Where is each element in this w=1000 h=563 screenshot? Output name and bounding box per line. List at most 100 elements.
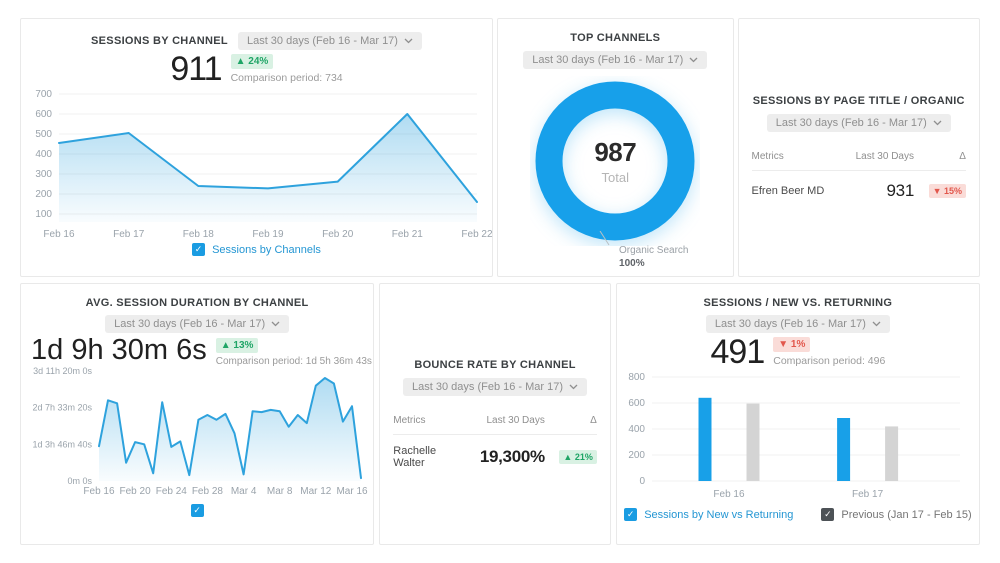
donut-total-value: 987: [594, 137, 637, 167]
checkbox-checked-icon[interactable]: [624, 508, 638, 522]
kpi-delta-block: ▲ 24% Comparison period: 734: [230, 51, 343, 88]
panel-content: SESSIONS BY PAGE TITLE / ORGANIC Last 30…: [739, 19, 979, 276]
checkbox-checked-icon[interactable]: [821, 508, 835, 522]
legend-label: Sessions by Channels: [212, 243, 321, 256]
header-metrics: Metrics: [751, 150, 784, 162]
table-header: Metrics Last 30 Days Δ: [393, 415, 597, 435]
comparison-period: Comparison period: 734: [230, 72, 343, 84]
comparison-period: Comparison period: 1d 5h 36m 43s: [215, 356, 372, 367]
svg-text:Feb 24: Feb 24: [156, 486, 188, 497]
date-range-selector[interactable]: Last 30 days (Feb 16 - Mar 17): [766, 113, 951, 132]
date-range-label: Last 30 days (Feb 16 - Mar 17): [246, 35, 398, 47]
svg-text:Mar 16: Mar 16: [337, 486, 369, 497]
header-last-30-days: Last 30 Days: [855, 150, 914, 162]
svg-text:700: 700: [35, 89, 52, 100]
chevron-down-icon: [872, 321, 881, 327]
header-last-30-days: Last 30 Days: [486, 415, 545, 426]
svg-text:Feb 17: Feb 17: [113, 229, 145, 240]
date-range-selector[interactable]: Last 30 days (Feb 16 - Mar 17): [705, 315, 890, 333]
svg-text:600: 600: [35, 109, 52, 120]
bottom-row: AVG. SESSION DURATION BY CHANNEL Last 30…: [20, 283, 980, 545]
svg-text:Feb 16: Feb 16: [43, 229, 75, 240]
donut-total-label: Total: [601, 170, 629, 185]
checkbox-checked-icon[interactable]: [190, 504, 204, 517]
svg-text:200: 200: [628, 450, 645, 461]
kpi-value: 1d 9h 30m 6s: [31, 334, 207, 366]
date-range-selector[interactable]: Last 30 days (Feb 16 - Mar 17): [523, 51, 708, 69]
donut-chart: 987 Total: [530, 76, 700, 246]
row-delta: ▲ 21%: [545, 450, 597, 464]
row-value: 19,300%: [479, 447, 545, 466]
svg-text:400: 400: [628, 424, 645, 435]
delta-badge: ▼ 15%: [928, 183, 966, 198]
chart-legend: [21, 504, 373, 517]
date-range-label: Last 30 days (Feb 16 - Mar 17): [412, 381, 564, 393]
svg-text:0: 0: [639, 476, 645, 487]
date-range-selector[interactable]: Last 30 days (Feb 16 - Mar 17): [105, 315, 290, 333]
panel-title: AVG. SESSION DURATION BY CHANNEL: [85, 297, 309, 309]
metrics-table: Metrics Last 30 Days Δ Efren Beer MD 931…: [751, 150, 966, 201]
legend-sessions-by-channels[interactable]: Sessions by Channels: [192, 243, 321, 257]
table-header: Metrics Last 30 Days Δ: [751, 150, 966, 171]
panel-top-channels: TOP CHANNELS Last 30 days (Feb 16 - Mar …: [497, 18, 734, 277]
slice-percentage: 100%: [619, 257, 645, 269]
svg-text:0m 0s: 0m 0s: [68, 476, 93, 486]
svg-text:Feb 21: Feb 21: [391, 229, 423, 240]
legend-previous-period[interactable]: Previous (Jan 17 - Feb 15): [821, 508, 972, 522]
chevron-down-icon: [569, 384, 578, 390]
panel-header: TOP CHANNELS Last 30 days (Feb 16 - Mar …: [498, 32, 733, 69]
date-range-label: Last 30 days (Feb 16 - Mar 17): [714, 318, 866, 330]
svg-text:Mar 12: Mar 12: [300, 486, 332, 497]
chart-legend: Sessions by New vs Returning Previous (J…: [617, 508, 979, 522]
panel-title: SESSIONS BY PAGE TITLE / ORGANIC: [752, 94, 965, 107]
checkbox-checked-icon[interactable]: [192, 243, 206, 257]
delta-badge: ▼ 1%: [773, 337, 811, 352]
panel-title: TOP CHANNELS: [570, 32, 661, 44]
panel-header: SESSIONS BY CHANNEL Last 30 days (Feb 16…: [21, 32, 492, 50]
donut-ring-svg: [535, 81, 695, 241]
kpi-value: 491: [710, 333, 766, 371]
svg-text:300: 300: [35, 169, 52, 180]
sessions-line-chart: 100 200 300 400 500 600 700 Feb 16 Feb 17 Feb 18 F…: [35, 89, 493, 240]
kpi-delta-block: ▲ 13% Comparison period: 1d 5h 36m 43s: [215, 335, 372, 367]
date-range-selector[interactable]: Last 30 days (Feb 16 - Mar 17): [237, 32, 422, 50]
chevron-down-icon: [404, 38, 413, 44]
svg-text:Feb 17: Feb 17: [852, 489, 884, 500]
delta-badge: ▲ 13%: [215, 338, 259, 353]
svg-text:Feb 18: Feb 18: [182, 229, 214, 240]
row-delta: ▼ 15%: [914, 183, 966, 198]
table-row: Efren Beer MD 931 ▼ 15%: [752, 171, 966, 201]
svg-text:Mar 8: Mar 8: [267, 486, 293, 497]
callout-leader-line: [599, 231, 610, 246]
legend-sessions-new-vs-returning[interactable]: Sessions by New vs Returning: [624, 508, 793, 522]
date-range-selector[interactable]: Last 30 days (Feb 16 - Mar 17): [403, 378, 588, 396]
svg-text:Feb 19: Feb 19: [252, 229, 284, 240]
svg-text:500: 500: [35, 129, 52, 140]
bar-chart: 0 200 400 600 800 Feb 16 Feb 17: [628, 372, 960, 500]
svg-text:Feb 22: Feb 22: [461, 229, 493, 240]
panel-title: SESSIONS / NEW VS. RETURNING: [703, 297, 893, 309]
svg-text:100: 100: [35, 209, 52, 220]
chevron-down-icon: [271, 321, 280, 327]
svg-text:800: 800: [628, 372, 645, 383]
duration-line-chart: 0m 0s 1d 3h 46m 40s 2d 7h 33m 20s 3d 11h 20…: [33, 366, 369, 497]
row-value: 931: [886, 180, 915, 200]
slice-label: Organic Search: [619, 245, 689, 256]
panel-title: SESSIONS BY CHANNEL: [91, 35, 228, 47]
svg-text:200: 200: [35, 189, 52, 200]
legend-label: Previous (Jan 17 - Feb 15): [841, 508, 972, 521]
date-range-label: Last 30 days (Feb 16 - Mar 17): [114, 318, 266, 330]
svg-text:Feb 20: Feb 20: [120, 486, 152, 497]
kpi-row: 491 ▼ 1% Comparison period: 496: [617, 333, 979, 371]
legend-duration-series[interactable]: [190, 504, 204, 517]
chart-legend: Sessions by Channels: [21, 243, 492, 257]
panel-title: BOUNCE RATE BY CHANNEL: [414, 359, 576, 371]
delta-badge: ▲ 21%: [559, 450, 597, 464]
comparison-period: Comparison period: 496: [773, 355, 886, 367]
panel-content: BOUNCE RATE BY CHANNEL Last 30 days (Feb…: [380, 284, 610, 544]
panel-header: SESSIONS BY PAGE TITLE / ORGANIC Last 30…: [752, 95, 966, 132]
panel-new-vs-returning: SESSIONS / NEW VS. RETURNING Last 30 day…: [615, 283, 980, 545]
panel-bounce-rate: BOUNCE RATE BY CHANNEL Last 30 days (Feb…: [379, 283, 611, 545]
date-range-label: Last 30 days (Feb 16 - Mar 17): [532, 54, 684, 66]
